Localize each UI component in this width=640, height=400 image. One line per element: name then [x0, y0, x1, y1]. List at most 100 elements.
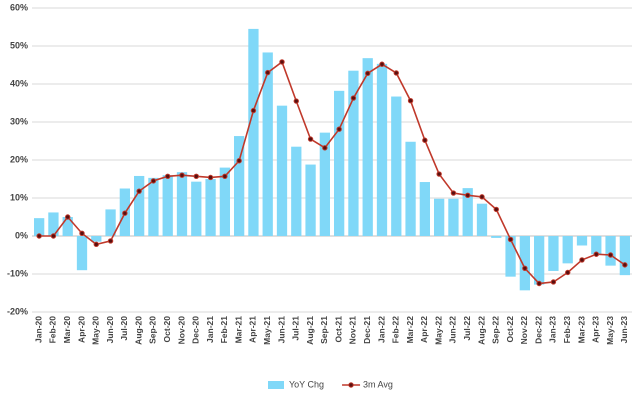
- x-tick-label: Sep-20: [148, 316, 158, 344]
- x-tick-label: May-21: [262, 316, 272, 345]
- bar: [134, 175, 145, 236]
- bar: [34, 218, 45, 236]
- line-marker: [479, 194, 485, 200]
- line-marker: [565, 269, 571, 276]
- line-marker: [322, 145, 328, 151]
- line-marker: [250, 107, 257, 114]
- line-marker: [365, 70, 371, 77]
- x-tick-label: Dec-22: [533, 316, 543, 344]
- bar: [591, 236, 602, 255]
- bar: [519, 236, 530, 291]
- line-marker: [393, 70, 399, 76]
- x-tick-label: Feb-23: [562, 316, 572, 344]
- x-tick-label: Sep-21: [319, 316, 329, 344]
- bar: [548, 236, 559, 271]
- x-tick-label: Aug-20: [133, 316, 143, 345]
- y-tick-label: 10%: [10, 192, 28, 202]
- line-marker: [536, 280, 542, 287]
- bar: [534, 236, 545, 285]
- y-tick-label: 40%: [10, 78, 28, 88]
- x-tick-label: Feb-21: [219, 316, 229, 344]
- line-marker: [179, 172, 185, 178]
- line-marker: [293, 98, 299, 104]
- y-tick-label: 60%: [10, 2, 28, 12]
- x-tick-label: Feb-20: [48, 316, 58, 344]
- bar: [505, 236, 516, 277]
- x-tick-label: Mar-22: [405, 316, 415, 344]
- bar: [319, 132, 330, 236]
- y-tick-label: 50%: [10, 40, 28, 50]
- bar: [105, 209, 116, 236]
- legend-label: 3m Avg: [363, 379, 393, 389]
- line-marker: [265, 69, 271, 76]
- line-marker: [622, 262, 628, 268]
- x-tick-label: Nov-21: [348, 316, 358, 345]
- bar: [576, 236, 588, 246]
- line-marker: [336, 126, 342, 132]
- line-marker: [136, 188, 142, 194]
- bar: [76, 236, 88, 271]
- line-marker: [50, 233, 57, 239]
- x-tick-label: Mar-20: [62, 316, 72, 344]
- bar: [448, 198, 459, 236]
- y-tick-label: 0%: [15, 230, 28, 240]
- bar: [405, 141, 416, 236]
- line-marker: [550, 279, 557, 285]
- x-tick-label: Mar-23: [576, 316, 586, 344]
- x-tick-label: May-20: [91, 316, 101, 345]
- legend-label: YoY Chg: [289, 379, 324, 389]
- line-marker: [165, 173, 171, 180]
- bar: [619, 236, 630, 276]
- line-marker: [493, 206, 499, 213]
- x-tick-label: Jan-20: [33, 316, 43, 343]
- bar: [362, 58, 373, 236]
- line-marker: [65, 214, 71, 220]
- line-marker: [522, 265, 528, 271]
- x-tick-label: Mar-21: [233, 316, 243, 344]
- line-marker: [150, 178, 157, 184]
- bar: [234, 136, 245, 236]
- bar: [562, 236, 573, 264]
- x-tick-label: Oct-22: [505, 316, 515, 343]
- bar: [462, 188, 473, 236]
- x-tick-label: Jun-23: [619, 316, 629, 344]
- x-tick-label: Feb-22: [391, 316, 401, 344]
- x-tick-label: Jun-21: [276, 316, 286, 344]
- bar: [62, 217, 73, 236]
- bar: [476, 203, 488, 236]
- line-marker: [122, 210, 128, 216]
- x-tick-label: Sep-22: [491, 316, 501, 344]
- y-tick-label: 30%: [10, 116, 28, 126]
- x-tick-label: Jul-21: [291, 316, 301, 341]
- line-marker: [93, 241, 99, 248]
- x-tick-label: Apr-21: [248, 316, 258, 343]
- line-marker: [450, 190, 457, 196]
- x-tick-label: Jun-20: [105, 316, 115, 344]
- x-tick-label: May-22: [433, 316, 443, 345]
- x-tick-label: Apr-20: [76, 316, 86, 343]
- line-marker: [193, 173, 199, 180]
- x-tick-label: Dec-21: [362, 316, 372, 344]
- line-marker: [207, 174, 214, 181]
- y-tick-label: -10%: [7, 268, 28, 278]
- line-marker: [36, 233, 42, 239]
- x-tick-label: Oct-20: [162, 316, 172, 343]
- line-marker: [307, 136, 314, 142]
- bar: [162, 175, 173, 236]
- x-tick-label: Jan-21: [205, 316, 215, 343]
- line-marker: [579, 257, 585, 263]
- line-marker: [350, 95, 357, 101]
- bar: [348, 70, 359, 236]
- line-marker: [79, 230, 85, 237]
- bar: [191, 181, 202, 236]
- bar: [419, 182, 430, 236]
- bar: [305, 164, 316, 236]
- line-marker: [607, 252, 614, 258]
- x-tick-label: Apr-22: [419, 316, 429, 343]
- line-marker: [279, 59, 285, 65]
- line-marker: [436, 171, 442, 177]
- x-tick-label: May-23: [605, 316, 615, 345]
- x-tick-label: Jul-22: [462, 316, 472, 341]
- line-marker: [593, 251, 599, 257]
